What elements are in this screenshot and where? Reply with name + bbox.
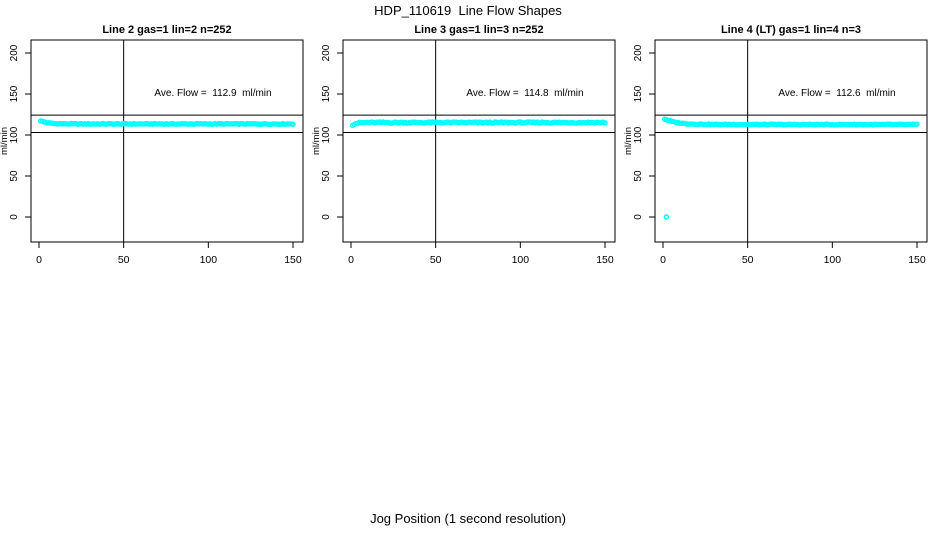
panel-line2-chart: 0 50 100 150 0 50 100 150 200 ml/min Line 2 gas=1 … xyxy=(0,24,304,266)
y-tick-label: 0 xyxy=(321,214,332,220)
ave-flow-annotation: Ave. Flow = 112.9 ml/min xyxy=(154,88,271,99)
y-tick-label: 150 xyxy=(633,85,644,102)
data-points xyxy=(661,116,920,128)
x-tick-label: 0 xyxy=(660,254,666,266)
y-tick-label: 200 xyxy=(9,44,20,61)
plot-box xyxy=(342,39,616,243)
panel-title: Line 2 gas=1 lin=2 n=252 xyxy=(102,24,231,36)
outlier-point xyxy=(663,214,670,220)
y-tick-label: 0 xyxy=(9,214,20,220)
x-axis-label: Jog Position (1 second resolution) xyxy=(370,511,566,526)
y-tick-label: 100 xyxy=(633,126,644,143)
y-tick-label: 200 xyxy=(633,44,644,61)
y-tick-label: 150 xyxy=(321,85,332,102)
data-point xyxy=(914,121,920,127)
x-tick-label: 100 xyxy=(200,254,218,266)
panel-line3-chart: 0 50 100 150 0 50 100 150 200 ml/min Line 3 gas=1 … xyxy=(312,24,616,266)
x-tick-label: 150 xyxy=(908,254,926,266)
figure-title: HDP_110619 Line Flow Shapes xyxy=(374,3,562,18)
data-points xyxy=(349,119,608,129)
y-tick-label: 50 xyxy=(633,170,644,182)
y-tick-label: 150 xyxy=(9,85,20,102)
panel-line4-chart: 0 50 100 150 0 50 100 150 200 ml/min Line 4 (LT) g… xyxy=(624,24,928,266)
ave-flow-annotation: Ave. Flow = 114.8 ml/min xyxy=(466,88,583,99)
panel-title: Line 3 gas=1 lin=3 n=252 xyxy=(414,24,543,36)
x-tick-label: 0 xyxy=(36,254,42,266)
data-point xyxy=(290,121,296,127)
y-axis-label: ml/min xyxy=(312,127,322,155)
y-tick-label: 100 xyxy=(321,126,332,143)
y-tick-label: 50 xyxy=(321,170,332,182)
panel-title: Line 4 (LT) gas=1 lin=4 n=3 xyxy=(721,24,861,36)
plot-box xyxy=(654,39,928,243)
x-tick-label: 150 xyxy=(596,254,614,266)
x-tick-label: 50 xyxy=(742,254,754,266)
data-points xyxy=(37,118,296,128)
x-tick-label: 0 xyxy=(348,254,354,266)
x-tick-label: 100 xyxy=(512,254,530,266)
x-tick-label: 50 xyxy=(118,254,130,266)
y-axis-label: ml/min xyxy=(0,127,10,155)
ave-flow-annotation: Ave. Flow = 112.6 ml/min xyxy=(778,88,895,99)
x-tick-label: 150 xyxy=(284,254,302,266)
y-axis-label: ml/min xyxy=(624,127,634,155)
data-point xyxy=(602,120,608,126)
y-tick-label: 0 xyxy=(633,214,644,220)
panels-row: 0 50 100 150 0 50 100 150 200 ml/min Line 2 gas=1 … xyxy=(0,24,928,266)
x-tick-label: 50 xyxy=(430,254,442,266)
x-tick-label: 100 xyxy=(824,254,842,266)
y-tick-label: 200 xyxy=(321,44,332,61)
y-tick-label: 50 xyxy=(9,170,20,182)
plot-box xyxy=(30,39,304,243)
y-tick-label: 100 xyxy=(9,126,20,143)
